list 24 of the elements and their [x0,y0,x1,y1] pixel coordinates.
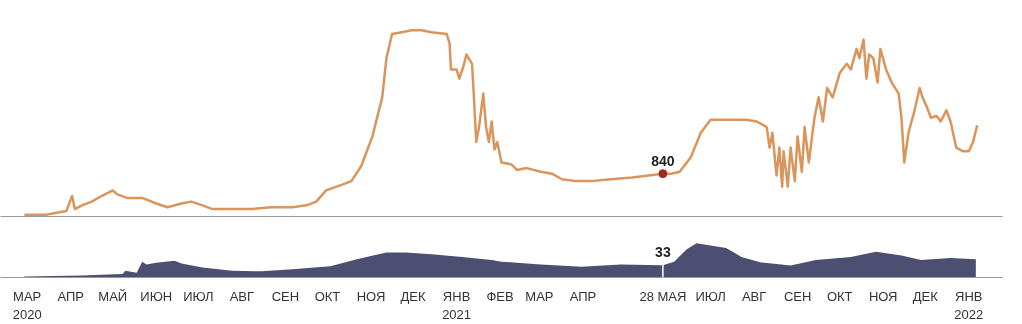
x-tick-label: АПР [569,288,597,304]
x-tick-label: ИЮЛ [695,288,726,304]
x-tick-label: ОКТ [826,288,853,304]
x-tick-label: ДЕК [912,288,939,304]
x-tick-label: ФЕВ [486,288,514,304]
annotation: 840 [651,152,675,169]
annotation: 33 [655,244,671,261]
x-tick-label: СЕН [271,288,300,304]
x-tick-label: АВГ [229,288,255,304]
x-tick-label: ЯНВ 2022 [954,288,984,322]
x-tick-label: СЕН [783,288,812,304]
x-tick-label: 28 МАЯ [639,288,687,304]
x-tick-label: ИЮЛ [183,288,214,304]
x-tick-label: ДЕК [400,288,427,304]
x-tick-label: ЯНВ 2021 [442,288,472,322]
x-tick-label: МАР 2020 [12,288,42,322]
x-tick-label: ОКТ [314,288,341,304]
x-tick-label: АПР [57,288,84,304]
x-tick-label: НОЯ [868,288,898,304]
x-tick-label: МАР [525,288,554,304]
x-tick-label: АВГ [741,288,767,304]
x-tick-label: НОЯ [356,288,386,304]
x-tick-label: ИЮН [140,288,173,304]
x-tick-label: МАЙ [98,288,128,304]
